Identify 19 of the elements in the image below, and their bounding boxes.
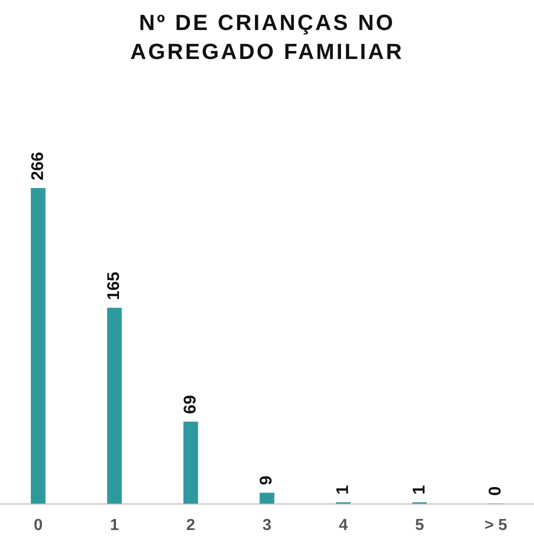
x-tick-label: 2 [186, 516, 196, 534]
data-label: 69 [180, 395, 200, 414]
x-tick-label: > 5 [484, 516, 508, 534]
data-label: 165 [104, 272, 124, 300]
bar [107, 308, 122, 504]
x-tick-label: 5 [415, 516, 424, 534]
x-tick-label: 0 [34, 516, 43, 534]
chart-title: Nº DE CRIANÇAS NO AGREGADO FAMILIAR [129, 9, 405, 66]
data-label: 1 [332, 485, 352, 495]
data-label: 1 [409, 485, 428, 495]
data-label: 0 [486, 486, 505, 496]
x-tick-label: 3 [262, 516, 272, 534]
x-tick-label: 4 [338, 516, 348, 534]
bar [183, 422, 198, 504]
x-tick-label: 1 [110, 516, 119, 534]
data-label: 9 [256, 476, 276, 486]
bar [260, 492, 274, 504]
bar [30, 188, 46, 504]
data-label: 266 [28, 152, 47, 180]
